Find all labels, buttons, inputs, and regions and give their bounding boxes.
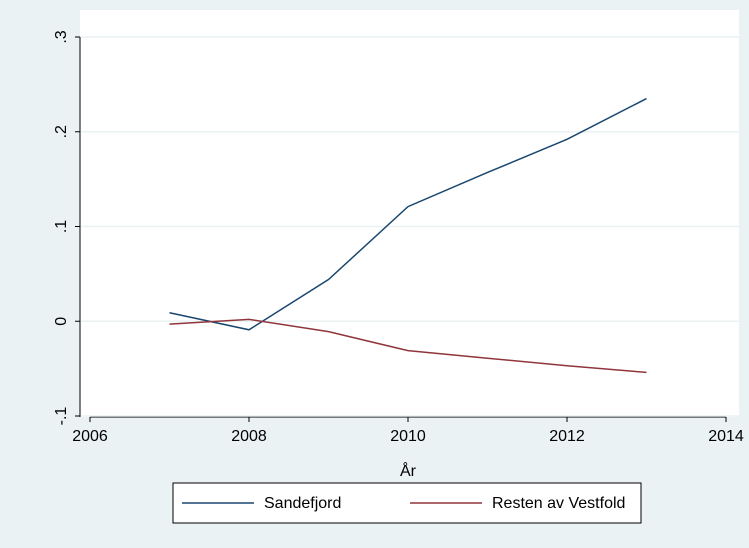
x-tick-label: 2008 [231, 428, 267, 445]
legend-label: Sandefjord [264, 495, 341, 512]
x-tick-label: 2014 [708, 428, 744, 445]
x-tick-label: 2010 [390, 428, 426, 445]
y-tick-label: .1 [53, 220, 70, 233]
x-tick-label: 2012 [549, 428, 585, 445]
x-axis-title: År [400, 461, 417, 480]
plot-area [80, 10, 739, 417]
legend-label: Resten av Vestfold [492, 495, 625, 512]
series-line [169, 318, 647, 374]
x-tick-label: 2006 [72, 428, 108, 445]
y-tick-label: -.1 [53, 407, 70, 426]
y-tick-label: .2 [53, 125, 70, 138]
y-tick-label: 0 [53, 317, 70, 326]
series-line [169, 97, 647, 331]
y-tick-label: .3 [53, 30, 70, 43]
